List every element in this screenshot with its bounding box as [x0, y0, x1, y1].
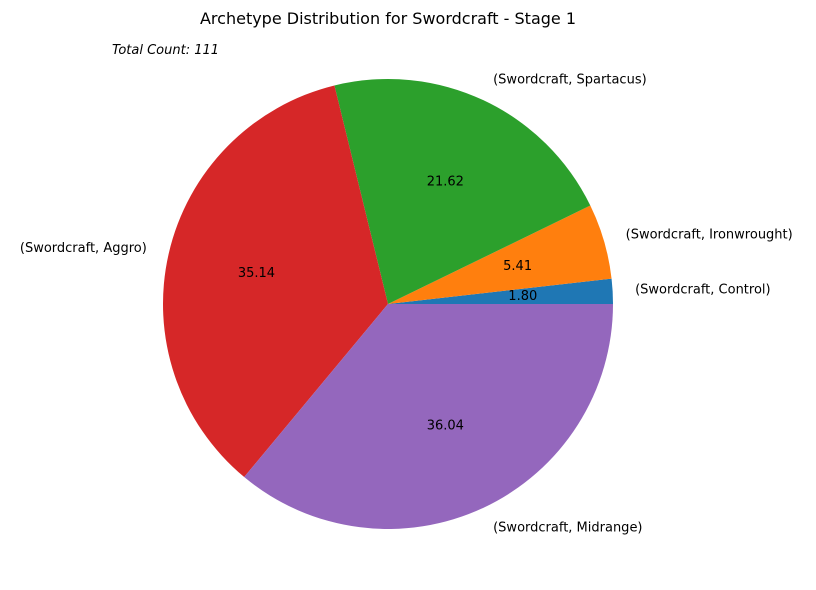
pie-slice [244, 304, 613, 529]
pie-slice [388, 278, 613, 304]
total-count-annotation: Total Count: 111 [112, 43, 219, 58]
category-label: (Swordcraft, Spartacus) [493, 72, 647, 87]
value-labels: 1.80 5.41 21.62 35.14 36.04 [238, 174, 537, 433]
value-label: 36.04 [427, 419, 464, 434]
value-label: 5.41 [503, 259, 532, 274]
pie-slice [334, 79, 591, 305]
pie-slice [388, 205, 612, 304]
category-label: (Swordcraft, Control) [635, 283, 771, 298]
pie-slices [162, 79, 613, 529]
category-labels: (Swordcraft, Control) (Swordcraft, Ironwr… [20, 72, 793, 535]
chart-title: Archetype Distribution for Swordcraft - … [200, 9, 576, 28]
category-label: (Swordcraft, Midrange) [493, 521, 642, 536]
value-label: 1.80 [508, 289, 537, 304]
value-label: 35.14 [238, 266, 275, 281]
category-label: (Swordcraft, Aggro) [20, 241, 147, 256]
pie-slice [162, 85, 388, 478]
category-label: (Swordcraft, Ironwrought) [626, 227, 793, 242]
value-label: 21.62 [427, 174, 464, 189]
